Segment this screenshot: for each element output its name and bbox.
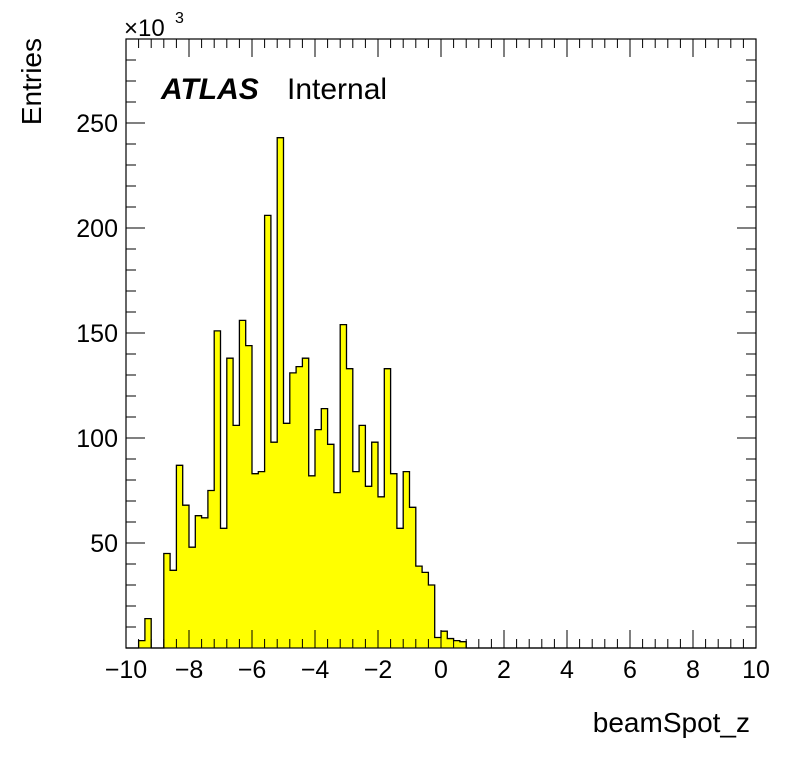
histogram-bin (264, 215, 272, 648)
x-tick-label: −6 (238, 656, 267, 684)
x-tick-label: 0 (434, 656, 448, 684)
histogram-bin (441, 631, 448, 648)
x-tick-label: −4 (301, 656, 330, 684)
histogram-bin (258, 471, 265, 648)
internal-label: Internal (287, 73, 387, 106)
histogram-bin (308, 475, 316, 648)
histogram-bin (453, 640, 461, 648)
y-multiplier-exponent: 3 (175, 10, 184, 27)
histogram-bin (214, 330, 221, 648)
histogram-bin (378, 496, 385, 648)
histogram-bin (315, 429, 322, 648)
histogram-bin (283, 423, 291, 648)
histogram-bin (371, 442, 379, 648)
histogram-bars (126, 137, 756, 649)
histogram-bin (302, 358, 310, 648)
histogram-bin (182, 505, 190, 648)
histogram-bin (138, 640, 146, 648)
histogram-bin (459, 641, 467, 648)
histogram-bin (321, 408, 328, 648)
histogram-bin (270, 442, 278, 648)
y-multiplier: ×10 (124, 15, 165, 42)
x-tick-label: −10 (105, 656, 147, 684)
x-tick-label: −8 (175, 656, 204, 684)
histogram-bin (409, 507, 417, 648)
histogram-bin (220, 528, 228, 648)
x-tick-label: 4 (560, 656, 574, 684)
tick-labels: −10 −8 −6 −4 −2 0 2 4 6 8 10 50 100 150 200 250 (76, 110, 770, 684)
x-tick-label: 10 (742, 656, 770, 684)
histogram-bin (201, 517, 209, 648)
histogram-bin (359, 425, 366, 648)
histogram-bin (422, 572, 429, 648)
histogram-bin (434, 637, 442, 648)
histogram-bin (428, 585, 436, 648)
histogram-bin (163, 553, 171, 648)
y-axis-title: Entries (16, 38, 47, 125)
histogram-bin (346, 368, 354, 648)
y-tick-label: 200 (76, 215, 118, 243)
histogram-bin (170, 570, 177, 648)
y-tick-label: 100 (76, 425, 118, 453)
histogram-bin (226, 358, 234, 648)
histogram-bin (207, 490, 215, 648)
atlas-label: ATLAS (160, 73, 259, 106)
x-axis-title: beamSpot_z (593, 707, 750, 738)
histogram-bin (195, 515, 202, 648)
axis-ticks (125, 39, 757, 648)
histogram-bin (365, 486, 373, 648)
histogram-bin (352, 471, 360, 648)
histogram-bin (289, 372, 297, 648)
histogram-bin (384, 368, 391, 648)
y-tick-label: 250 (76, 110, 118, 138)
histogram-bin (390, 473, 398, 648)
histogram-bin (327, 444, 335, 648)
histogram-bin (415, 566, 423, 648)
histogram-bin (144, 618, 152, 648)
histogram-bin (239, 320, 247, 648)
x-tick-label: 8 (686, 656, 700, 684)
histogram-bin (245, 345, 253, 648)
histogram-bin (447, 638, 454, 648)
x-tick-label: −2 (364, 656, 393, 684)
histogram-bin (252, 473, 259, 648)
histogram-bin (333, 492, 341, 648)
histogram-bin (176, 465, 184, 648)
y-tick-label: 150 (76, 320, 118, 348)
x-tick-label: 6 (623, 656, 637, 684)
y-tick-label: 50 (90, 530, 118, 558)
x-tick-label: 2 (497, 656, 511, 684)
histogram-bin (396, 528, 404, 648)
histogram-bin (277, 137, 284, 648)
histogram-bin (296, 366, 303, 648)
histogram-bin (340, 324, 347, 648)
histogram-bin (403, 471, 410, 648)
histogram-bin (233, 425, 240, 648)
histogram-bin (189, 547, 196, 648)
